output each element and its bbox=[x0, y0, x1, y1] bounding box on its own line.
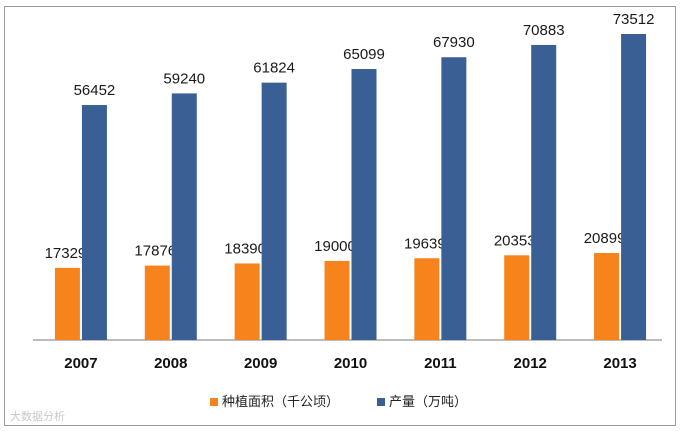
legend-label-output: 产量（万吨） bbox=[389, 395, 467, 410]
data-label-area-2012: 20353 bbox=[494, 232, 536, 249]
x-tick-2013: 2013 bbox=[603, 355, 636, 372]
watermark: 大数据分析 bbox=[10, 410, 65, 423]
bar-area-2009 bbox=[234, 263, 260, 340]
legend-label-area: 种植面积（千公顷） bbox=[222, 395, 339, 410]
data-label-output-2010: 65099 bbox=[343, 46, 385, 63]
x-tick-2010: 2010 bbox=[334, 355, 367, 372]
x-tick-2008: 2008 bbox=[154, 355, 187, 372]
data-label-output-2007: 56452 bbox=[74, 82, 116, 99]
bar-area-2011 bbox=[414, 258, 440, 340]
legend-swatch-output bbox=[377, 398, 385, 406]
bar-area-2008 bbox=[144, 265, 170, 340]
bar-area-2013 bbox=[594, 253, 620, 340]
data-label-output-2009: 61824 bbox=[253, 60, 295, 77]
bar-output-2011 bbox=[441, 57, 467, 341]
data-label-output-2011: 67930 bbox=[433, 34, 475, 51]
bar-output-2007 bbox=[81, 105, 107, 340]
data-label-output-2012: 70883 bbox=[523, 22, 565, 39]
bar-area-2007 bbox=[54, 267, 80, 340]
bar-output-2010 bbox=[351, 69, 377, 340]
bar-output-2012 bbox=[531, 44, 557, 340]
data-label-area-2008: 17876 bbox=[134, 243, 176, 260]
chart-frame bbox=[4, 6, 676, 426]
bar-output-2013 bbox=[621, 34, 647, 341]
x-tick-2007: 2007 bbox=[64, 355, 97, 372]
bar-output-2008 bbox=[171, 93, 197, 340]
data-label-area-2007: 17329 bbox=[45, 245, 87, 262]
x-tick-2009: 2009 bbox=[244, 355, 277, 372]
data-label-area-2010: 19000 bbox=[314, 238, 356, 255]
data-label-output-2008: 59240 bbox=[163, 70, 205, 87]
data-label-area-2011: 19639 bbox=[404, 235, 446, 252]
x-tick-2012: 2012 bbox=[514, 355, 547, 372]
x-tick-2011: 2011 bbox=[424, 355, 457, 372]
data-label-area-2009: 18390 bbox=[224, 240, 266, 257]
bar-area-2010 bbox=[324, 260, 350, 340]
bar-output-2009 bbox=[261, 82, 287, 341]
data-label-area-2013: 20899 bbox=[584, 230, 626, 247]
legend-swatch-area bbox=[210, 398, 218, 406]
data-label-output-2013: 73512 bbox=[613, 11, 655, 28]
bar-area-2012 bbox=[504, 255, 530, 340]
